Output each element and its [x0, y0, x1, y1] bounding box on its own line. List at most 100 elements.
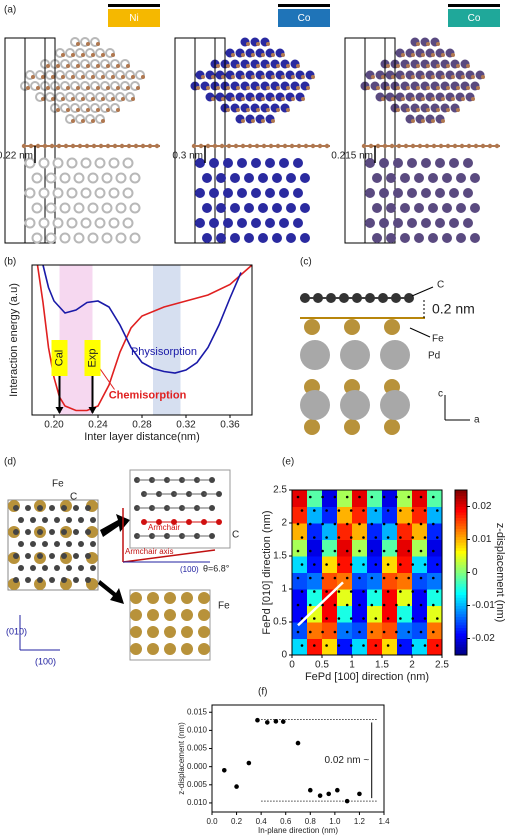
- colorbar-step: [455, 501, 467, 505]
- x-tick-label: 0.8: [305, 817, 317, 826]
- carbon: [416, 42, 420, 46]
- heat-cell: [322, 523, 338, 540]
- carbon: [91, 75, 95, 79]
- colorbar-step: [455, 580, 467, 584]
- atom: [73, 232, 85, 244]
- heat-cell: [307, 589, 323, 606]
- colorbar-step: [455, 558, 467, 562]
- fe-atom: [181, 643, 193, 655]
- carbon: [101, 97, 105, 101]
- atom: [279, 218, 289, 228]
- colorbar-step: [455, 512, 467, 516]
- heat-cell: [337, 556, 353, 573]
- colorbar-step: [455, 583, 467, 587]
- carbon: [401, 53, 405, 57]
- atom-dot: [411, 509, 415, 512]
- arrowhead: [88, 407, 97, 414]
- carbon: [141, 75, 145, 79]
- carbon: [91, 119, 95, 123]
- atom: [372, 233, 382, 243]
- atom: [272, 173, 282, 183]
- colorbar-step: [455, 547, 467, 551]
- atom: [52, 187, 64, 199]
- point: [344, 798, 350, 804]
- atom: [435, 158, 445, 168]
- colorbar-step: [455, 613, 467, 617]
- carbon: [90, 517, 96, 523]
- atom: [66, 157, 78, 169]
- atom-dot: [382, 549, 386, 553]
- heat-cell: [367, 638, 383, 656]
- heat-cell: [412, 539, 428, 557]
- atom-dot: [436, 644, 439, 647]
- atom: [195, 218, 205, 228]
- carbon: [494, 143, 500, 149]
- carbon: [310, 143, 316, 149]
- colorbar-step: [455, 600, 467, 604]
- colorbar-step: [455, 514, 467, 518]
- atom: [237, 218, 247, 228]
- atom-dot: [325, 617, 328, 620]
- heat-cell: [397, 506, 413, 524]
- profile-line: [297, 581, 344, 627]
- colorbar-step: [455, 635, 467, 639]
- colorbar-step: [455, 646, 467, 650]
- heat-cell: [427, 506, 443, 524]
- atom: [421, 188, 431, 198]
- atom-dot: [374, 509, 378, 512]
- atom: [80, 217, 92, 229]
- spacing-label: 0.215 nm: [331, 151, 373, 162]
- carbon: [147, 143, 153, 149]
- heat-cell: [382, 589, 398, 606]
- atom-dot: [407, 576, 411, 580]
- atom-dot: [358, 630, 361, 634]
- carbon: [119, 143, 125, 149]
- annotation-box: [51, 340, 68, 376]
- atom: [209, 158, 219, 168]
- label: (100): [35, 656, 56, 666]
- carbon: [111, 53, 115, 57]
- fe-atom: [198, 626, 210, 638]
- heat-cell: [382, 638, 398, 656]
- carbon: [445, 143, 451, 149]
- label: (100): [180, 565, 199, 574]
- carbon: [266, 108, 270, 112]
- colorbar-step: [455, 633, 467, 637]
- label: Armchair axis: [125, 547, 173, 556]
- x-axis-label: In-plane direction (nm): [258, 826, 338, 835]
- fe-atom: [147, 592, 159, 604]
- carbon: [198, 143, 204, 149]
- spacing-label: 0.22 nm: [0, 151, 33, 162]
- fe-atom: [147, 609, 159, 621]
- y-tick-label: 2: [281, 518, 287, 529]
- atom-dot: [349, 563, 353, 566]
- y-tick-label: 0.015: [187, 707, 208, 716]
- heat-cell: [427, 605, 443, 623]
- atom-dot: [399, 509, 402, 512]
- carbon: [233, 143, 239, 149]
- atom: [94, 157, 106, 169]
- atom: [372, 203, 382, 213]
- atom: [442, 173, 452, 183]
- carbon: [241, 119, 245, 123]
- carbon: [411, 119, 415, 123]
- atom-dot: [345, 549, 349, 553]
- carbon: [66, 565, 72, 571]
- atom: [129, 232, 141, 244]
- carbon: [49, 143, 55, 149]
- point: [317, 793, 323, 798]
- heat-cell: [337, 605, 353, 623]
- annotation: Exp: [86, 349, 98, 368]
- carbon: [51, 97, 55, 101]
- carbon: [111, 97, 115, 101]
- atom-dot: [309, 603, 312, 607]
- carbon: [78, 565, 84, 571]
- atom-dot: [345, 603, 349, 607]
- heat-cell: [337, 638, 353, 656]
- carbon: [71, 75, 75, 79]
- carbon: [456, 108, 460, 112]
- atom-dot: [333, 522, 337, 526]
- heat-cell: [352, 506, 368, 524]
- atom: [379, 188, 389, 198]
- carbon: [431, 75, 435, 79]
